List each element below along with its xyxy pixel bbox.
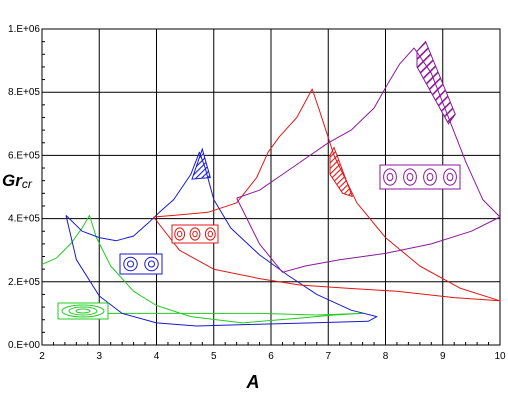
red-three-ovals-marker [171, 224, 219, 244]
y-axis-label-sub: cr [22, 177, 33, 191]
purple-four-ovals-marker [379, 164, 461, 190]
y-tick-label: 0.E+00 [8, 340, 40, 351]
y-tick-labels: 0.E+00 2.E+05 4.E+05 6.E+05 8.E+05 1.E+06 [8, 24, 40, 351]
x-tick-label: 7 [325, 351, 331, 362]
x-tick-label: 6 [268, 351, 274, 362]
green-series-line [41, 214, 364, 324]
green-one-oval-marker [57, 302, 109, 320]
series-lines [41, 47, 501, 327]
x-tick-label: 8 [383, 351, 389, 362]
purple-hatched-region [416, 40, 456, 125]
y-tick-label: 4.E+05 [8, 214, 40, 225]
grid-lines [41, 28, 501, 346]
x-tick-label: 10 [494, 351, 506, 362]
blue-two-ovals-marker [119, 253, 163, 275]
y-axis-label-main: Gr [2, 171, 23, 190]
x-tick-label: 4 [154, 351, 160, 362]
y-tick-label: 6.E+05 [8, 150, 40, 161]
blue-series-line [65, 151, 378, 327]
x-tick-label: 5 [211, 351, 217, 362]
purple-series-line [236, 47, 501, 273]
x-tick-label: 3 [96, 351, 102, 362]
y-tick-label: 8.E+05 [8, 87, 40, 98]
x-tick-label: 2 [39, 351, 45, 362]
y-tick-label: 1.E+06 [8, 24, 40, 35]
y-axis-label: Grcr [2, 171, 33, 191]
y-tick-label: 2.E+05 [8, 277, 40, 288]
red-series-line [153, 88, 501, 302]
x-axis-label: A [246, 372, 260, 392]
x-tick-label: 9 [440, 351, 446, 362]
x-tick-labels: 2 3 4 5 6 7 8 9 10 [39, 351, 506, 362]
legend-markers [57, 164, 461, 320]
